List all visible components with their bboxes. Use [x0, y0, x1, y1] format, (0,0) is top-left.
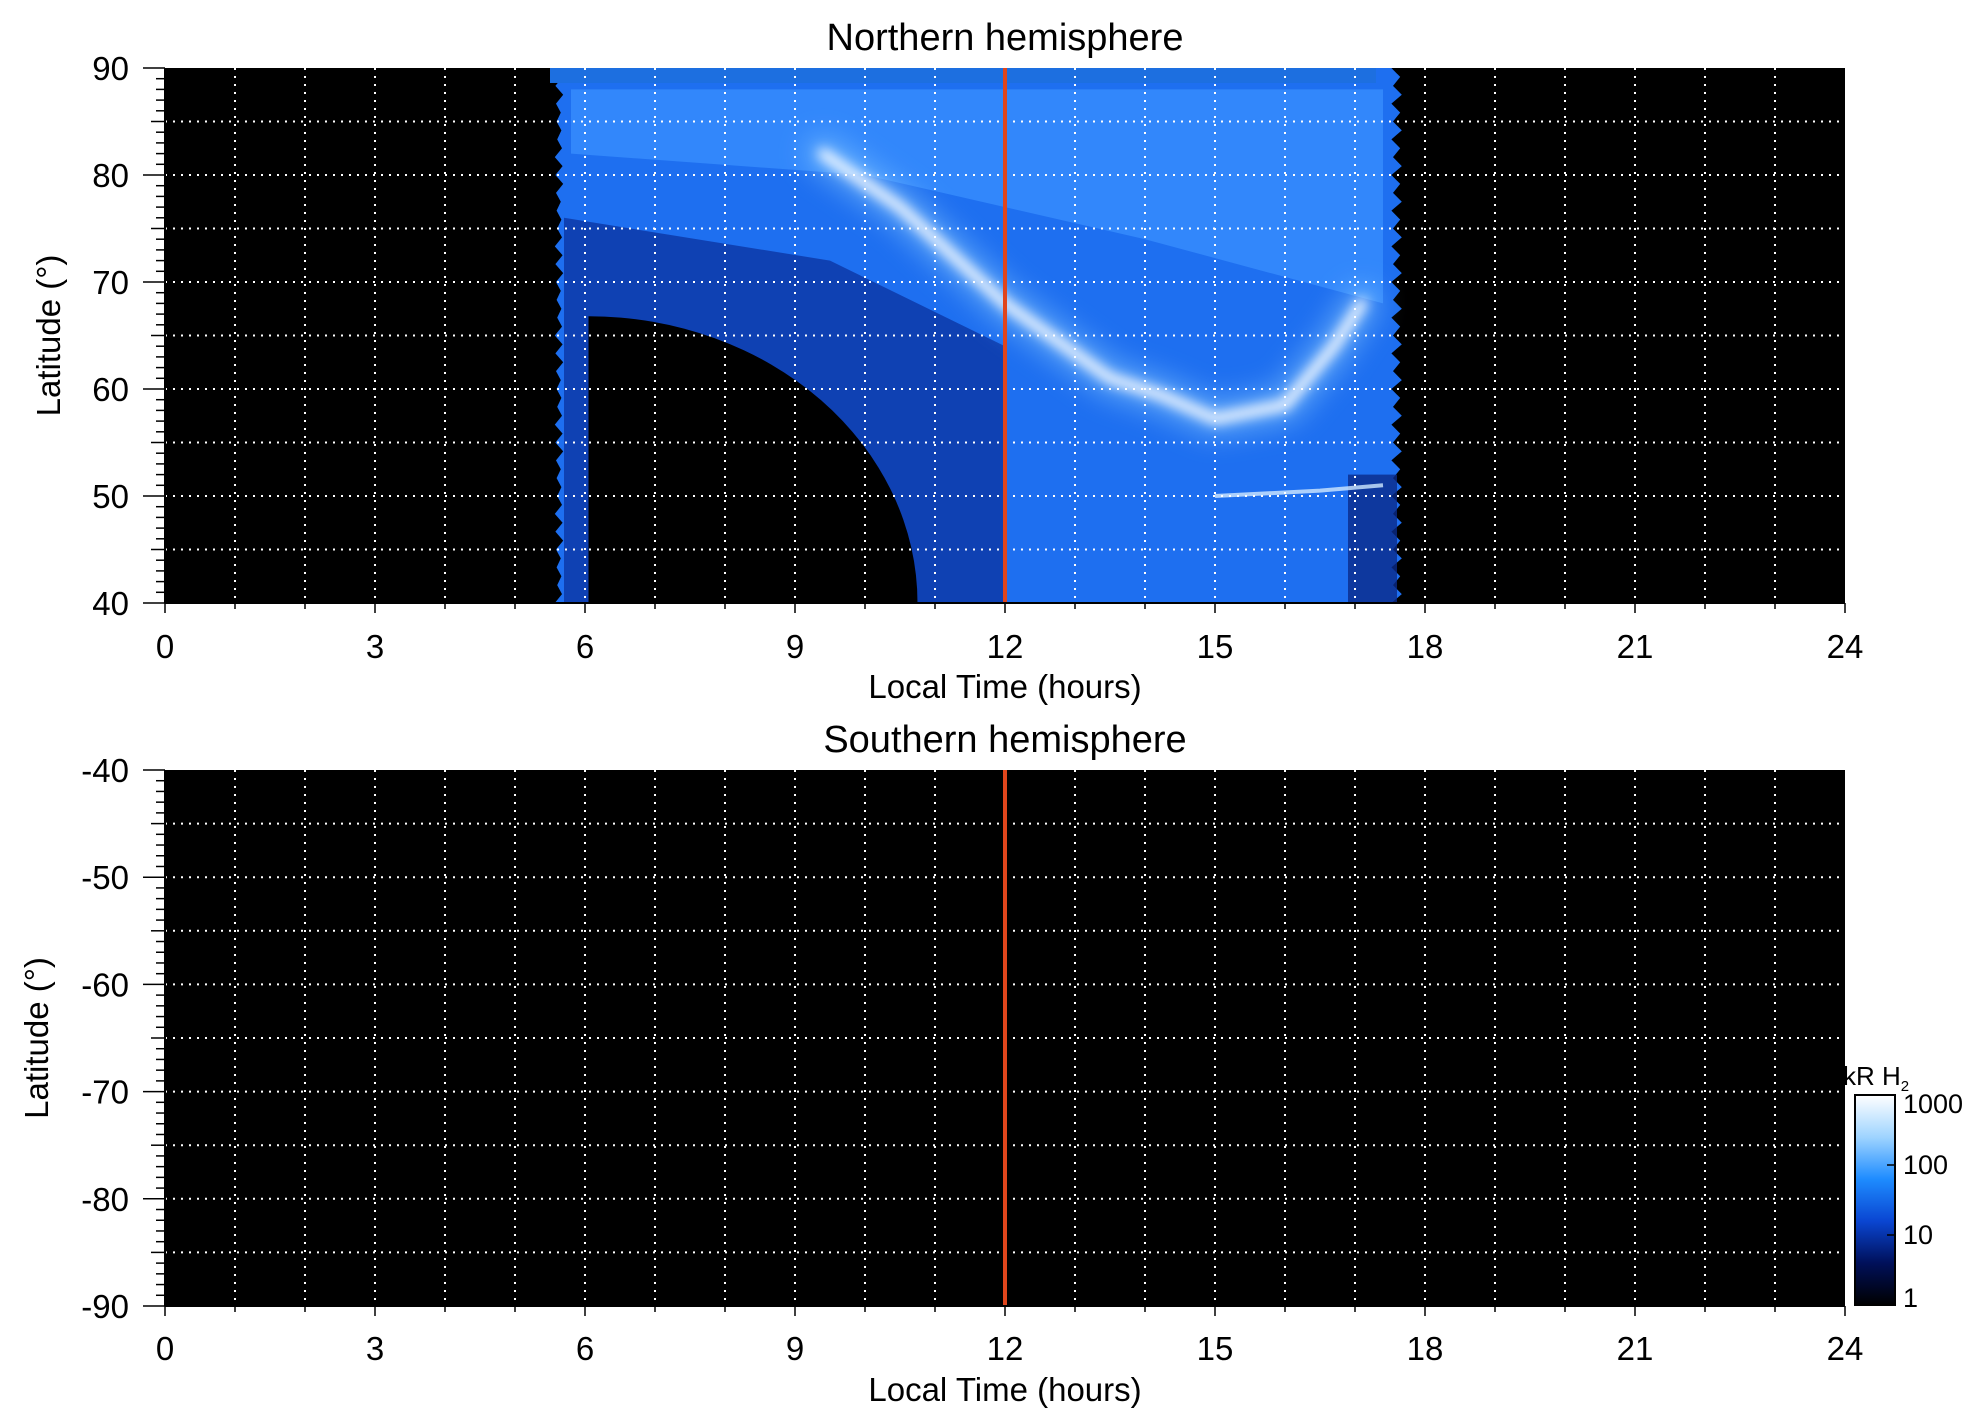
northern-x-axis-label: Local Time (hours) — [868, 668, 1141, 705]
x-tick-label: 24 — [1827, 1330, 1864, 1367]
y-tick-label: 70 — [92, 264, 129, 301]
y-tick-label: 80 — [92, 157, 129, 194]
x-tick-label: 6 — [576, 1330, 594, 1367]
y-tick-label: 40 — [92, 585, 129, 622]
x-tick-label: 12 — [987, 628, 1024, 665]
x-tick-label: 12 — [987, 1330, 1024, 1367]
x-tick-label: 6 — [576, 628, 594, 665]
night-side-no-data-region — [588, 316, 918, 603]
y-tick-label: -90 — [81, 1288, 129, 1325]
x-tick-label: 0 — [156, 1330, 174, 1367]
southern-hemisphere-panel: Southern hemisphere -40 -50 -60 -70 -80 -90 0… — [18, 719, 1863, 1408]
colorbar: kR H2 1000 100 10 1 — [1843, 1061, 1963, 1313]
northern-panel-title: Northern hemisphere — [827, 17, 1184, 59]
y-tick-label: 60 — [92, 371, 129, 408]
x-tick-label: 3 — [366, 1330, 384, 1367]
y-tick-label: -70 — [81, 1074, 129, 1111]
colorbar-tick-label: 1 — [1903, 1283, 1918, 1313]
northern-y-axis: 40 50 60 70 80 90 — [92, 50, 166, 622]
x-tick-label: 3 — [366, 628, 384, 665]
colorbar-tick-label: 10 — [1903, 1220, 1933, 1250]
northern-hemisphere-panel: Northern hemisphere 40 50 60 70 80 90 0 3 6 9 12 1… — [30, 17, 1863, 705]
y-tick-label: 50 — [92, 478, 129, 515]
northern-y-axis-label: Latitude (°) — [30, 255, 67, 417]
southern-panel-title: Southern hemisphere — [823, 719, 1186, 761]
colorbar-tick-label: 100 — [1903, 1150, 1948, 1180]
x-tick-label: 9 — [786, 1330, 804, 1367]
x-tick-label: 21 — [1617, 628, 1654, 665]
x-tick-label: 18 — [1407, 1330, 1444, 1367]
colorbar-ticks: 1000 100 10 1 — [1887, 1089, 1963, 1313]
southern-y-axis-label: Latitude (°) — [18, 957, 55, 1119]
x-tick-label: 21 — [1617, 1330, 1654, 1367]
auroral-arc — [818, 148, 1367, 424]
y-tick-label: -60 — [81, 966, 129, 1003]
colorbar-unit-label: kR H2 — [1843, 1061, 1909, 1095]
y-tick-label: -80 — [81, 1181, 129, 1218]
faint-auroral-band — [1214, 483, 1384, 498]
polar-emission-region — [571, 89, 1383, 304]
x-tick-label: 18 — [1407, 628, 1444, 665]
x-tick-label: 0 — [156, 628, 174, 665]
southern-y-axis: -40 -50 -60 -70 -80 -90 — [81, 752, 166, 1325]
y-tick-label: -50 — [81, 859, 129, 896]
y-tick-label: -40 — [81, 752, 129, 789]
northern-x-axis: 0 3 6 9 12 15 18 21 24 — [156, 602, 1864, 665]
y-tick-label: 90 — [92, 50, 129, 87]
dusk-dim-region — [1348, 474, 1397, 603]
x-tick-label: 9 — [786, 628, 804, 665]
x-tick-label: 15 — [1197, 628, 1234, 665]
southern-x-axis: 0 3 6 9 12 15 18 21 24 — [156, 1305, 1864, 1367]
x-tick-label: 15 — [1197, 1330, 1234, 1367]
colorbar-tick-label: 1000 — [1903, 1089, 1963, 1119]
southern-x-axis-label: Local Time (hours) — [868, 1371, 1141, 1408]
pole-edge-band — [550, 68, 1376, 83]
x-tick-label: 24 — [1827, 628, 1864, 665]
colorbar-gradient — [1854, 1094, 1896, 1306]
